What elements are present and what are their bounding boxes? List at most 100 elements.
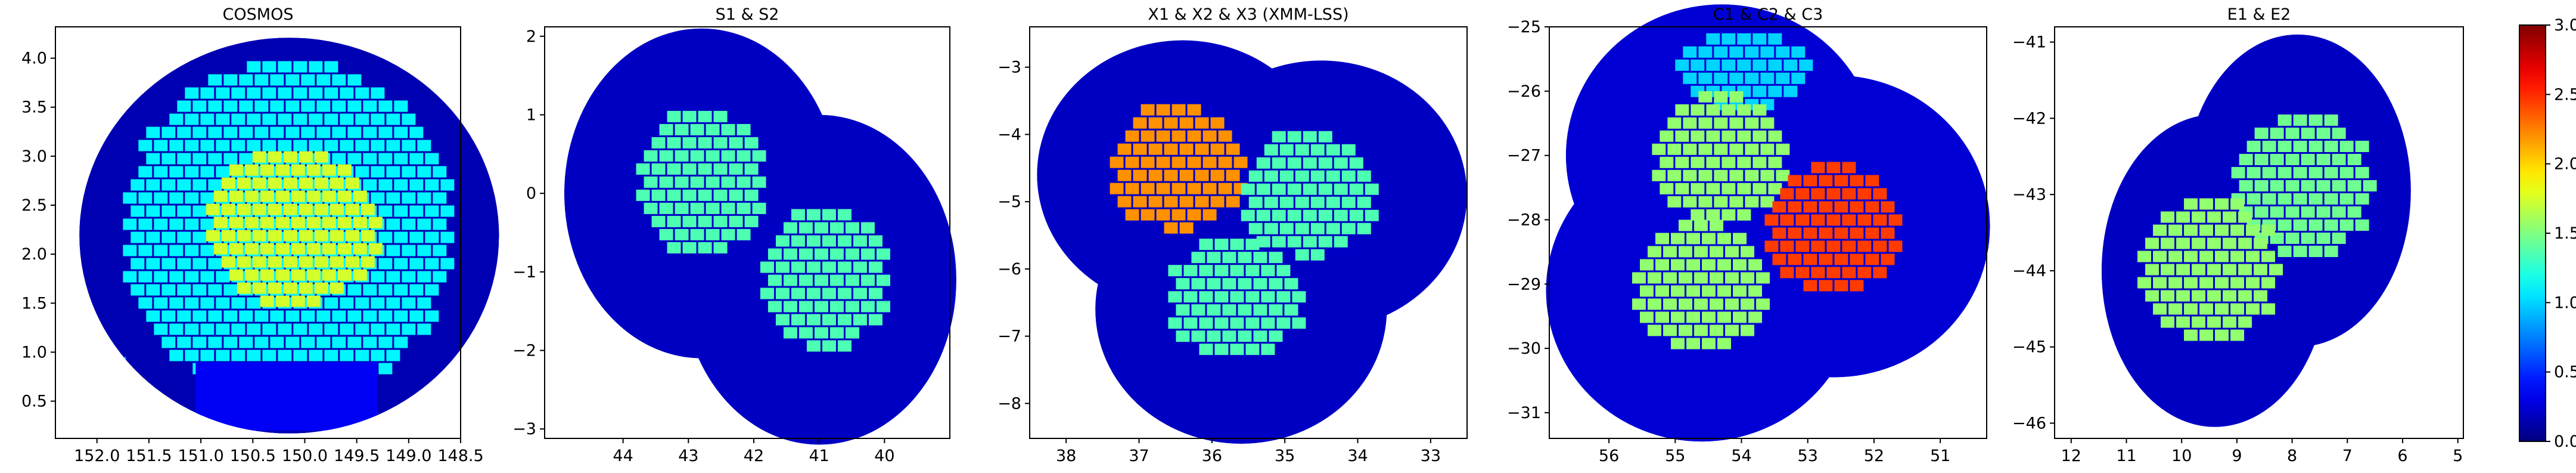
coverage-tile bbox=[221, 203, 235, 215]
coverage-tile bbox=[386, 113, 400, 125]
coverage-tile bbox=[1667, 143, 1682, 155]
coverage-tile bbox=[293, 140, 307, 152]
coverage-tile bbox=[221, 230, 235, 242]
colorbar-tick-label: 1.5 bbox=[2554, 224, 2576, 243]
coverage-tile bbox=[2192, 290, 2206, 302]
coverage-tile bbox=[2238, 237, 2252, 249]
coverage-tile bbox=[1752, 33, 1767, 45]
coverage-tile bbox=[2293, 193, 2307, 205]
coverage-tile bbox=[79, 422, 88, 434]
coverage-tile bbox=[123, 192, 137, 204]
coverage-tile bbox=[1241, 209, 1255, 221]
coverage-tile bbox=[247, 61, 261, 73]
coverage-tile bbox=[355, 166, 369, 178]
coverage-tile bbox=[332, 74, 346, 86]
coverage-tile bbox=[1133, 196, 1147, 208]
coverage-tile bbox=[192, 336, 207, 348]
coverage-tile bbox=[229, 243, 243, 255]
panel-1: COSMOS 152.0 151.5 151.0 150.5 150.0 149.5 149.… bbox=[21, 5, 499, 465]
coverage-tile bbox=[1702, 338, 1716, 350]
coverage-tile bbox=[713, 215, 728, 227]
coverage-tile bbox=[394, 310, 408, 322]
coverage-tile bbox=[1365, 209, 1379, 221]
coverage-tile bbox=[1686, 311, 1701, 323]
coverage-tile bbox=[1752, 183, 1767, 194]
coverage-tile bbox=[50, 384, 64, 395]
y-tick-label: −26 bbox=[1507, 82, 1541, 101]
coverage-tile bbox=[247, 323, 261, 335]
coverage-tile bbox=[244, 269, 259, 281]
coverage-tile bbox=[1698, 143, 1713, 155]
coverage-tile bbox=[1226, 143, 1240, 155]
coverage-tile bbox=[791, 235, 805, 247]
coverage-tile bbox=[50, 410, 64, 421]
coverage-tile bbox=[2285, 206, 2300, 218]
coverage-tile bbox=[690, 123, 704, 135]
coverage-tile bbox=[185, 323, 199, 335]
coverage-tile bbox=[200, 140, 215, 152]
y-tick-label: −7 bbox=[998, 327, 1021, 346]
coverage-tile bbox=[1776, 169, 1790, 181]
panel-title: C1 & C2 & C3 bbox=[1713, 5, 1823, 24]
coverage-tile bbox=[1245, 344, 1260, 355]
coverage-tile bbox=[371, 297, 385, 309]
coverage-tile bbox=[177, 100, 191, 112]
coverage-tile bbox=[737, 150, 751, 162]
coverage-tile bbox=[1218, 130, 1232, 142]
coverage-tile bbox=[876, 274, 890, 286]
coverage-tile bbox=[322, 217, 336, 228]
coverage-tile bbox=[651, 137, 666, 149]
coverage-tile bbox=[252, 151, 266, 163]
coverage-tile bbox=[378, 126, 393, 138]
coverage-tile bbox=[1752, 59, 1767, 71]
coverage-tile bbox=[713, 242, 728, 253]
coverage-tile bbox=[837, 314, 852, 326]
coverage-tile bbox=[378, 205, 393, 217]
coverage-tile bbox=[2238, 316, 2252, 328]
coverage-tile bbox=[58, 397, 72, 408]
coverage-tile bbox=[1191, 278, 1205, 290]
coverage-tile bbox=[767, 248, 782, 260]
coverage-tile bbox=[1191, 304, 1205, 316]
coverage-tile bbox=[154, 323, 168, 335]
coverage-tile bbox=[775, 314, 790, 326]
coverage-tile bbox=[760, 261, 774, 273]
coverage-tile bbox=[698, 137, 712, 149]
coverage-tile bbox=[1865, 201, 1879, 213]
coverage-tile bbox=[378, 153, 393, 165]
coverage-tile bbox=[324, 140, 338, 152]
coverage-tile bbox=[130, 284, 145, 296]
coverage-tile bbox=[363, 336, 377, 348]
colorbar: 0.0 0.5 1.0 1.5 2.0 2.5 3.0 bbox=[2519, 16, 2576, 451]
coverage-tile bbox=[1722, 183, 1736, 194]
coverage-tile bbox=[783, 248, 797, 260]
y-tick-label: 1 bbox=[526, 106, 536, 124]
coverage-tile bbox=[138, 166, 153, 178]
coverage-tile bbox=[363, 179, 377, 191]
coverage-tile bbox=[260, 190, 274, 202]
coverage-region bbox=[1632, 220, 1770, 350]
coverage-tile bbox=[1303, 183, 1317, 195]
coverage-tile bbox=[1207, 278, 1221, 290]
coverage-tile bbox=[1717, 311, 1732, 323]
coverage-tile bbox=[1764, 214, 1779, 226]
coverage-tile bbox=[1310, 144, 1325, 156]
coverage-tile bbox=[314, 151, 328, 163]
coverage-tile bbox=[138, 245, 153, 256]
coverage-tile bbox=[1253, 330, 1267, 342]
coverage-tile bbox=[378, 258, 393, 270]
coverage-tile bbox=[1686, 233, 1701, 245]
coverage-tile bbox=[89, 422, 103, 434]
coverage-tile bbox=[752, 202, 766, 214]
coverage-tile bbox=[690, 176, 704, 188]
coverage-tile bbox=[1811, 188, 1825, 200]
x-tick-label: 149.5 bbox=[334, 447, 380, 465]
coverage-tile bbox=[231, 350, 246, 361]
coverage-tile bbox=[1310, 222, 1325, 234]
coverage-tile bbox=[1318, 183, 1332, 195]
coverage-tile bbox=[301, 100, 315, 112]
coverage-region bbox=[2137, 198, 2283, 341]
coverage-tile bbox=[1272, 236, 1286, 248]
colorbar-tick-label: 2.5 bbox=[2554, 85, 2576, 104]
coverage-tile bbox=[1819, 175, 1833, 187]
